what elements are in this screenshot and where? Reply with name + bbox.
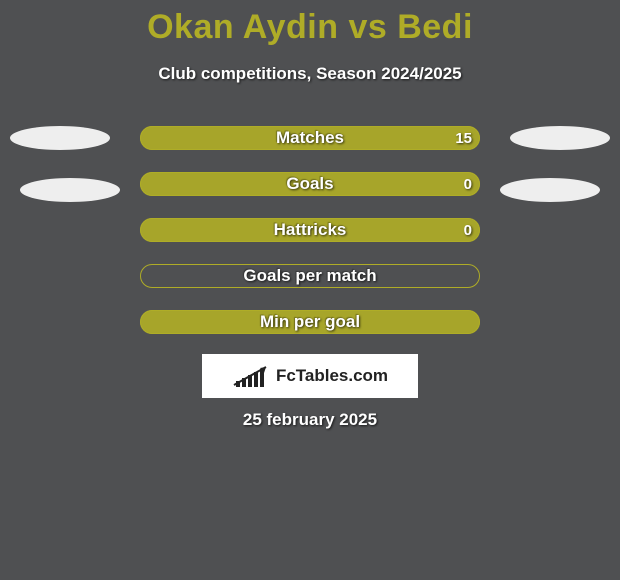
side-ellipse bbox=[500, 178, 600, 202]
stat-value-right: 15 bbox=[455, 126, 472, 150]
subtitle: Club competitions, Season 2024/2025 bbox=[0, 64, 620, 84]
stat-value-right: 0 bbox=[464, 172, 472, 196]
logo-box: FcTables.com bbox=[202, 354, 418, 398]
stat-row: Min per goal bbox=[140, 310, 480, 334]
stat-row: Goals0 bbox=[140, 172, 480, 196]
side-ellipse bbox=[510, 126, 610, 150]
stat-bars: Matches15Goals0Hattricks0Goals per match… bbox=[0, 126, 620, 356]
stat-label: Min per goal bbox=[140, 310, 480, 334]
stat-row: Matches15 bbox=[140, 126, 480, 150]
stat-label: Matches bbox=[140, 126, 480, 150]
side-ellipse bbox=[20, 178, 120, 202]
page-title: Okan Aydin vs Bedi bbox=[0, 8, 620, 47]
stat-row: Hattricks0 bbox=[140, 218, 480, 242]
barchart-trend-icon bbox=[232, 363, 270, 389]
stat-value-right: 0 bbox=[464, 218, 472, 242]
stat-label: Goals per match bbox=[140, 264, 480, 288]
date-label: 25 february 2025 bbox=[0, 410, 620, 430]
side-ellipse bbox=[10, 126, 110, 150]
stat-row: Goals per match bbox=[140, 264, 480, 288]
stat-label: Hattricks bbox=[140, 218, 480, 242]
logo-text: FcTables.com bbox=[276, 366, 388, 386]
stat-label: Goals bbox=[140, 172, 480, 196]
